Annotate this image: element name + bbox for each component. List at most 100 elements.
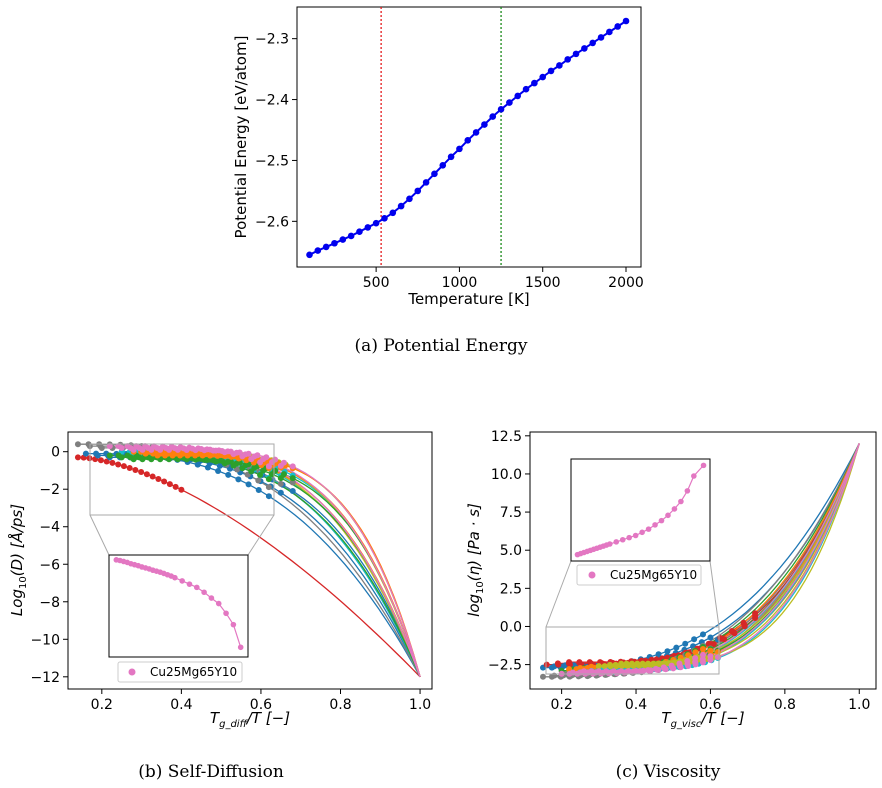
inset-frame-b — [108, 554, 249, 658]
ylabel-b-sub: 10 — [18, 576, 29, 589]
a-ytick-label-0: −2.3 — [255, 32, 289, 48]
c-ytick-label-2: 7.5 — [500, 505, 522, 521]
b-data-point-349 — [207, 452, 214, 459]
b-data-point-400 — [139, 446, 146, 453]
caption-b: (b) Self-Diffusion — [138, 762, 284, 782]
c-data-point-380 — [618, 660, 625, 667]
c-inset-point-18 — [658, 517, 665, 524]
xlabel-c: Tg_visc/T [−] — [661, 709, 744, 730]
c-data-point-449 — [670, 665, 677, 672]
ylabel-a: Potential Energy [eV/atom] — [232, 36, 250, 239]
b-data-point-76 — [74, 441, 81, 448]
b-data-point-412 — [245, 450, 252, 457]
energy-point-2 — [322, 243, 330, 251]
c-ytick-label-1: 10.0 — [491, 467, 522, 483]
b-data-point-33 — [225, 471, 232, 478]
legend-box-b — [117, 661, 243, 683]
b-data-point-405 — [183, 446, 190, 453]
c-inset-point-11 — [613, 539, 620, 545]
b-data-point-38 — [94, 452, 101, 459]
energy-point-12 — [406, 195, 413, 203]
b-data-point-265 — [265, 476, 272, 483]
b-inset-point-25 — [237, 644, 244, 651]
c-data-point-76 — [554, 660, 561, 667]
c-data-point-109 — [710, 641, 717, 648]
b-data-point-347 — [192, 452, 199, 459]
c-inset-point-12 — [619, 536, 626, 543]
energy-point-38 — [622, 17, 630, 25]
zoom-region-c — [545, 626, 720, 675]
b-data-point-348 — [199, 452, 206, 459]
ylabel-c-rest: (η) [Pa · s] — [465, 503, 483, 581]
b-data-point-402 — [157, 446, 164, 453]
energy-point-24 — [506, 99, 513, 106]
ylabel-b-pre: Log — [8, 589, 26, 616]
c-data-point-362 — [612, 661, 619, 668]
c-data-point-448 — [662, 666, 669, 673]
b-ytick-label-6: −12 — [30, 670, 60, 686]
b-data-point-303 — [289, 475, 296, 482]
xlabel-c-sub: g_visc — [671, 719, 702, 730]
c-data-point-453 — [700, 659, 706, 666]
a-ytick-label-2: −2.5 — [255, 153, 289, 169]
energy-point-27 — [531, 79, 538, 87]
b-data-point-9 — [126, 465, 133, 472]
energy-point-18 — [456, 145, 463, 153]
b-data-point-114 — [98, 444, 105, 451]
c-data-point-385 — [645, 660, 652, 667]
b-data-point-2 — [86, 455, 93, 462]
c-data-point-418 — [569, 669, 576, 676]
c-data-point-112 — [741, 623, 748, 630]
a-ytick-label-1: −2.4 — [255, 93, 289, 109]
b-inset-point-22 — [215, 600, 222, 607]
b-data-point-19 — [82, 450, 89, 457]
self-diffusion-panel: 0.2 0.4 0.6 0.8 1.0 0 −2 −4 −6 −8 −10 −12 Cu25Mg65… — [7, 431, 433, 782]
b-data-point-266 — [118, 454, 125, 461]
zoom-connector-b1 — [89, 514, 110, 556]
b-data-point-289 — [166, 456, 173, 463]
b-data-point-350 — [214, 452, 221, 459]
energy-point-8 — [372, 219, 380, 227]
viscosity-panel: 0.2 0.4 0.6 0.8 1.0 12.5 10.0 7.5 5.0 2.5 0.0 −2.5… — [465, 429, 877, 782]
c-data-point-17 — [691, 636, 698, 643]
xlabel-c-rest: /T [−] — [699, 709, 744, 727]
c-data-point-110 — [721, 636, 728, 643]
caption-a: (a) Potential Energy — [355, 336, 528, 356]
c-data-point-455 — [714, 654, 721, 661]
b-data-point-17 — [172, 483, 179, 490]
energy-point-23 — [497, 105, 505, 113]
b-ytick-label-4: −8 — [39, 595, 60, 611]
b-data-point-414 — [263, 454, 270, 461]
b-data-point-411 — [236, 449, 243, 456]
energy-point-22 — [489, 113, 497, 120]
b-data-point-408 — [210, 447, 217, 454]
c-data-point-381 — [623, 660, 630, 667]
c-inset-point-21 — [678, 498, 684, 505]
b-inset-point-16 — [172, 574, 178, 581]
b-data-point-345 — [177, 452, 184, 459]
a-xtick-label-1: 1000 — [442, 275, 478, 291]
c-data-point-447 — [655, 666, 662, 673]
b-xtick-label-2: 0.6 — [250, 697, 272, 713]
energy-point-6 — [356, 228, 363, 235]
b-data-point-415 — [272, 456, 279, 463]
b-inset-point-23 — [223, 610, 229, 617]
ylabel-c-sub: 10 — [475, 581, 486, 594]
c-data-point-451 — [685, 662, 692, 669]
energy-point-17 — [447, 153, 455, 161]
c-data-point-266 — [588, 663, 595, 670]
b-data-point-409 — [219, 448, 226, 455]
c-data-point-442 — [618, 668, 625, 675]
energy-point-10 — [389, 209, 397, 217]
c-data-point-444 — [633, 667, 640, 674]
c-data-point-18 — [700, 631, 706, 638]
energy-point-29 — [547, 67, 555, 75]
c-xtick-label-0: 0.2 — [550, 697, 572, 713]
b-data-point-18 — [178, 486, 185, 493]
energy-point-7 — [364, 224, 372, 231]
b-data-point-302 — [280, 471, 287, 478]
c-data-point-114 — [540, 673, 547, 680]
c-inset-point-20 — [671, 506, 678, 512]
b-data-point-407 — [201, 447, 208, 454]
energy-point-4 — [339, 236, 347, 243]
